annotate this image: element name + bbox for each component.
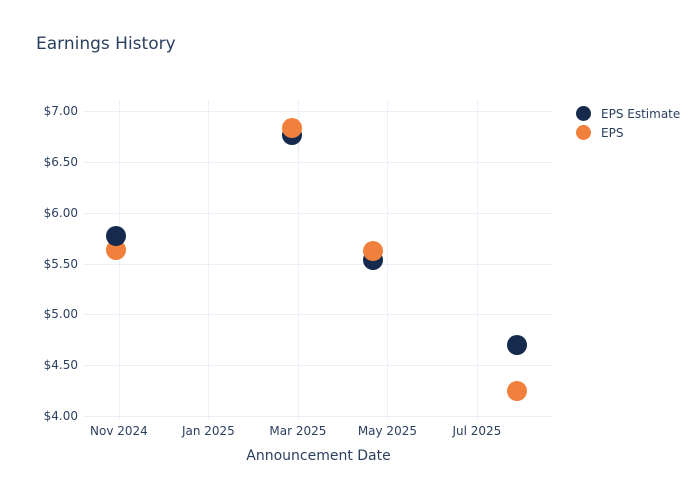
- data-point-eps[interactable]: [105, 240, 126, 261]
- y-tick-label: $6.50: [43, 154, 78, 169]
- h-gridline: [84, 263, 553, 265]
- h-gridline: [84, 314, 553, 316]
- v-gridline: [118, 100, 120, 420]
- x-tick-label: May 2025: [357, 424, 417, 438]
- legend-item-eps[interactable]: EPS: [576, 123, 680, 142]
- data-point-eps-estimate[interactable]: [506, 334, 527, 355]
- plot-area: [84, 100, 553, 420]
- v-gridline: [208, 100, 210, 420]
- x-tick-label: Jan 2025: [181, 424, 235, 438]
- y-tick-label: $5.50: [43, 256, 78, 271]
- v-gridline: [297, 100, 299, 420]
- data-point-eps[interactable]: [506, 380, 527, 401]
- h-gridline: [84, 162, 553, 163]
- h-gridline: [84, 212, 553, 214]
- legend-marker-icon: [576, 125, 591, 140]
- v-gridline: [476, 100, 478, 420]
- y-tick-label: $4.50: [43, 358, 78, 373]
- h-gridline: [84, 415, 553, 417]
- y-tick-label: $5.00: [43, 307, 78, 322]
- y-tick-label: $7.00: [43, 104, 78, 119]
- data-point-eps-estimate[interactable]: [105, 226, 126, 247]
- v-gridline: [387, 100, 389, 420]
- x-tick-label: Nov 2024: [90, 424, 148, 438]
- x-axis-title: Announcement Date: [246, 448, 391, 464]
- y-tick-label: $4.00: [43, 408, 78, 423]
- chart-title: Earnings History: [36, 34, 176, 54]
- legend: EPS Estimate EPS: [576, 104, 680, 142]
- legend-item-eps-estimate[interactable]: EPS Estimate: [576, 104, 680, 123]
- data-point-eps[interactable]: [282, 118, 303, 139]
- legend-label: EPS: [601, 125, 624, 140]
- y-tick-label: $6.00: [43, 205, 78, 220]
- legend-marker-icon: [576, 106, 591, 121]
- legend-label: EPS Estimate: [601, 106, 681, 121]
- data-point-eps[interactable]: [363, 241, 384, 262]
- x-tick-label: Jul 2025: [452, 424, 502, 438]
- h-gridline: [84, 365, 553, 367]
- h-gridline: [84, 111, 553, 113]
- x-tick-label: Mar 2025: [269, 424, 327, 438]
